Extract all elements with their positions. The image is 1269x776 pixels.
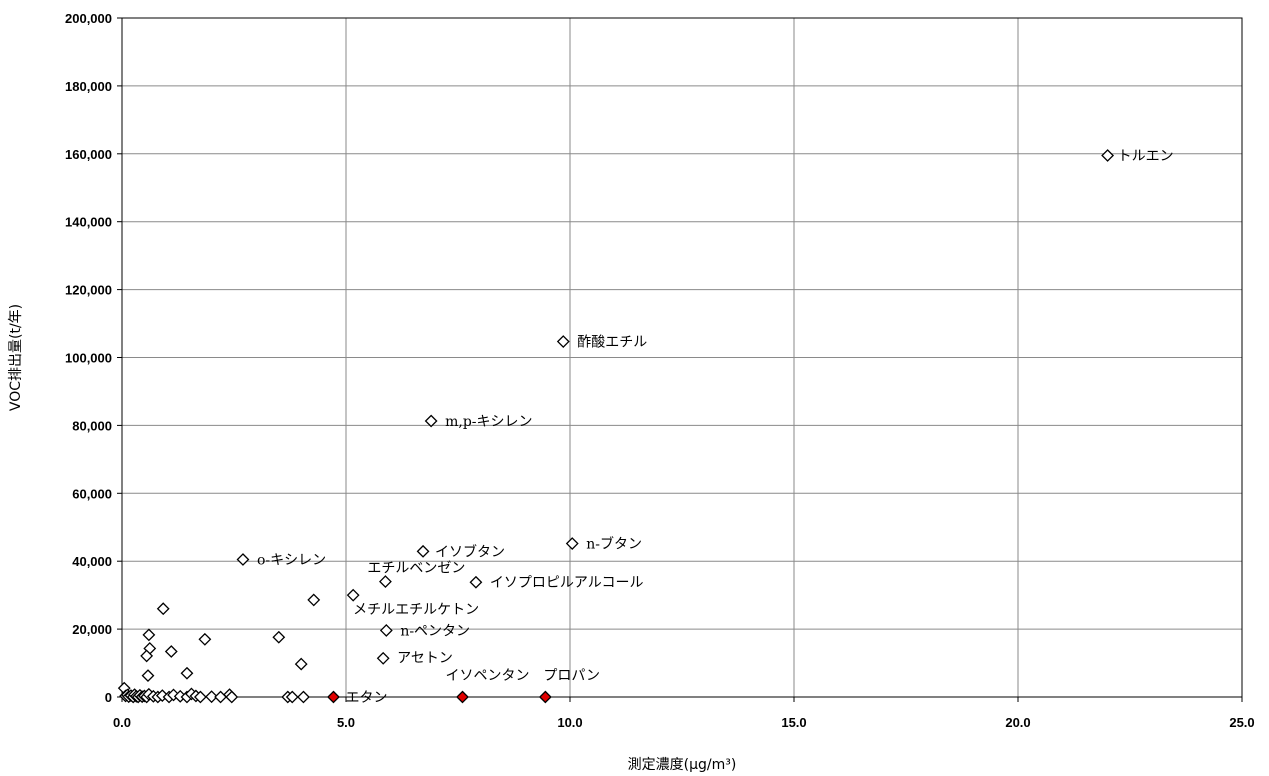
y-axis-label: VOC排出量(t/年) <box>8 304 24 411</box>
point-label: アセトン <box>397 650 453 666</box>
y-tick-label: 80,000 <box>72 418 112 433</box>
data-point <box>294 657 308 671</box>
y-tick-label: 100,000 <box>65 351 112 366</box>
data-point-labeled <box>236 553 250 566</box>
data-point <box>142 628 156 642</box>
point-label: n-ブタン <box>586 536 642 553</box>
data-point <box>198 632 212 646</box>
point-label: イソプロピルアルコール <box>490 575 644 591</box>
data-point-labeled <box>469 575 483 589</box>
y-tick-label: 20,000 <box>72 622 112 637</box>
y-axis-ticks: 0 20,000 40,000 60,000 80,000 100,000 120,000 1… <box>65 11 122 705</box>
x-axis-ticks: 0.0 5.0 10.0 15.0 20.0 25.0 <box>113 697 1255 730</box>
point-label: トルエン <box>1118 148 1174 164</box>
data-point-labeled <box>416 544 430 558</box>
data-point <box>156 602 170 616</box>
data-point <box>193 690 207 704</box>
x-tick-label: 10.0 <box>557 715 582 730</box>
data-point-labeled <box>1101 149 1115 162</box>
y-tick-label: 180,000 <box>65 79 112 94</box>
data-points <box>117 149 1115 704</box>
data-point <box>297 690 310 704</box>
data-point <box>180 666 194 680</box>
data-point-labeled <box>327 690 340 704</box>
point-label: エタン <box>345 690 387 706</box>
data-point-labeled <box>379 624 393 637</box>
data-point-labeled <box>424 414 438 428</box>
data-point-labeled <box>556 335 570 348</box>
data-point <box>205 690 219 704</box>
grid-lines <box>122 18 1242 697</box>
x-tick-label: 5.0 <box>337 715 355 730</box>
point-label: 酢酸エチル <box>577 335 647 351</box>
point-label: プロパン <box>543 668 600 684</box>
data-point <box>285 690 299 704</box>
data-point <box>140 649 154 663</box>
y-tick-label: 60,000 <box>72 486 112 501</box>
point-label: メチルエチルケトン <box>353 602 479 618</box>
data-point-labeled <box>565 537 579 550</box>
data-point <box>141 669 155 683</box>
point-label: イソペンタン <box>445 668 529 684</box>
x-axis-label: 測定濃度(μg/m³) <box>628 757 737 773</box>
data-point-labeled <box>379 575 392 588</box>
x-tick-label: 15.0 <box>781 715 806 730</box>
data-point-labeled <box>376 651 390 665</box>
point-label: イソブタン <box>435 543 505 560</box>
point-label: n-ペンタン <box>400 623 470 639</box>
data-point-labeled <box>456 690 469 704</box>
data-point <box>307 593 321 607</box>
y-tick-label: 120,000 <box>65 283 112 298</box>
data-point <box>164 645 178 658</box>
data-point <box>225 690 239 704</box>
point-label: エチルベンゼン <box>367 561 465 577</box>
x-tick-label: 20.0 <box>1005 715 1030 730</box>
data-point <box>272 630 286 644</box>
y-tick-label: 200,000 <box>65 11 112 26</box>
x-tick-label: 25.0 <box>1229 715 1254 730</box>
data-point <box>214 690 227 704</box>
y-tick-label: 0 <box>105 690 112 705</box>
x-tick-label: 0.0 <box>113 715 131 730</box>
point-label: m,p-キシレン <box>445 414 532 430</box>
point-label: o-キシレン <box>257 553 326 569</box>
y-tick-label: 140,000 <box>65 215 112 230</box>
y-tick-label: 160,000 <box>65 147 112 162</box>
y-tick-label: 40,000 <box>72 554 112 569</box>
data-point-labeled <box>346 588 360 602</box>
data-point-labeled <box>538 690 552 704</box>
